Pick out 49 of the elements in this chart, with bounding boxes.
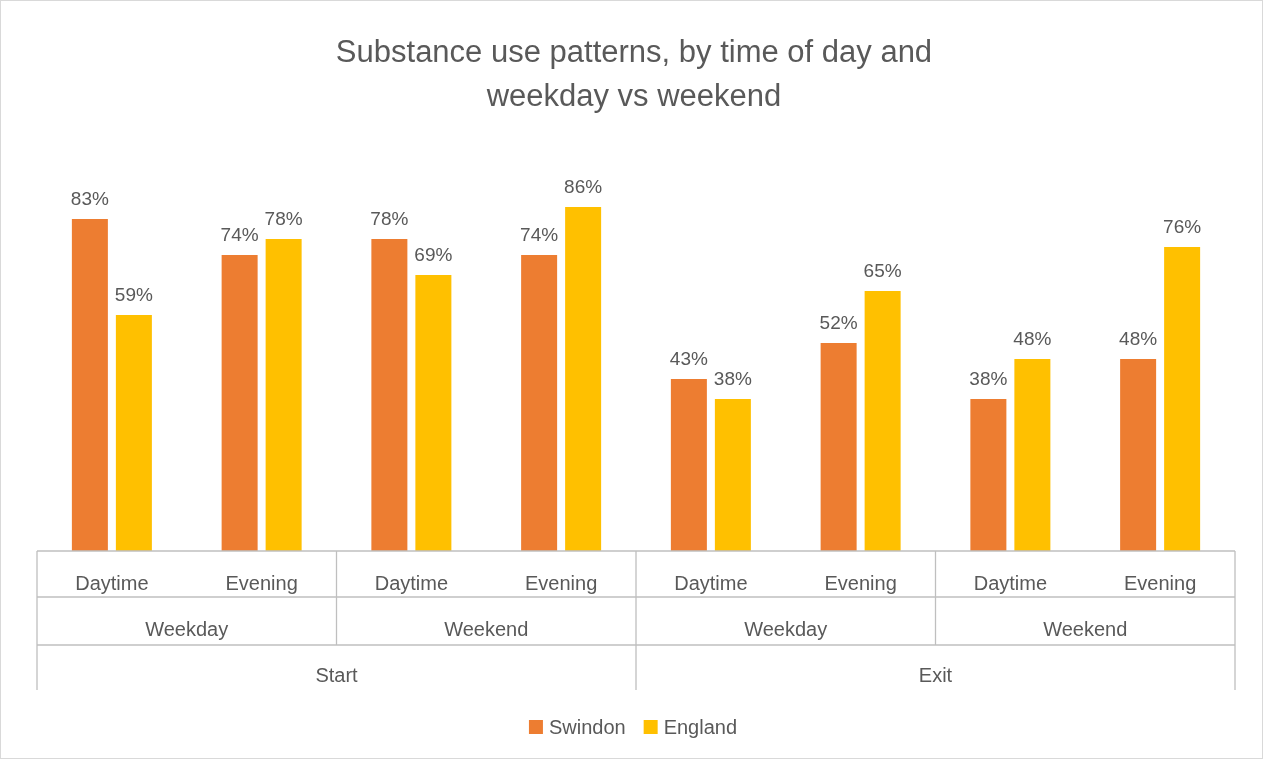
data-label: 43% [669, 348, 708, 369]
bar [521, 255, 558, 551]
x-tick-label: Evening [824, 572, 897, 594]
data-label: 65% [863, 260, 902, 281]
x-tick-label: Evening [225, 572, 298, 594]
text: Weekend [1043, 618, 1128, 640]
data-label: 48% [1119, 328, 1158, 349]
bar [371, 239, 408, 551]
text: Weekend [444, 618, 529, 640]
bar [71, 219, 108, 551]
data-label: 74% [520, 224, 559, 245]
x-tick-label: Daytime [374, 572, 449, 594]
bar [1120, 359, 1157, 551]
data-label: 76% [1163, 216, 1202, 237]
legend-label: England [663, 716, 738, 738]
data-label: 83% [70, 188, 109, 209]
text: Weekday [744, 618, 828, 640]
chart-title: Substance use patterns, by time of day and weekday vs weekend [335, 34, 933, 113]
bar [221, 255, 258, 551]
data-label: 38% [969, 368, 1008, 389]
bar [820, 343, 857, 551]
bar [864, 291, 901, 551]
bar [1164, 247, 1201, 551]
data-label: 52% [819, 312, 858, 333]
data-label: 78% [264, 208, 303, 229]
data-label: 69% [414, 244, 453, 265]
bar [115, 315, 152, 551]
text: Start [315, 664, 359, 686]
text: Weekday [145, 618, 229, 640]
data-label: 78% [370, 208, 409, 229]
bar [1014, 359, 1051, 551]
data-label: 86% [564, 176, 603, 197]
x-tick-label: Evening [1123, 572, 1197, 594]
legend-label: Swindon [548, 716, 626, 738]
x-tick-label: Daytime [973, 572, 1048, 594]
data-label: 38% [713, 368, 752, 389]
x-tick-label: Evening [524, 572, 598, 594]
data-label: 48% [1013, 328, 1052, 349]
data-label: 59% [114, 284, 153, 305]
text: Exit [918, 664, 953, 686]
bar [714, 399, 751, 551]
bar [970, 399, 1007, 551]
x-tick-label: Daytime [674, 572, 748, 594]
bar [265, 239, 302, 551]
bar [415, 275, 452, 551]
bar [670, 379, 707, 551]
data-label: 74% [220, 224, 259, 245]
x-tick-label: Daytime [75, 572, 149, 594]
bar [565, 207, 602, 551]
